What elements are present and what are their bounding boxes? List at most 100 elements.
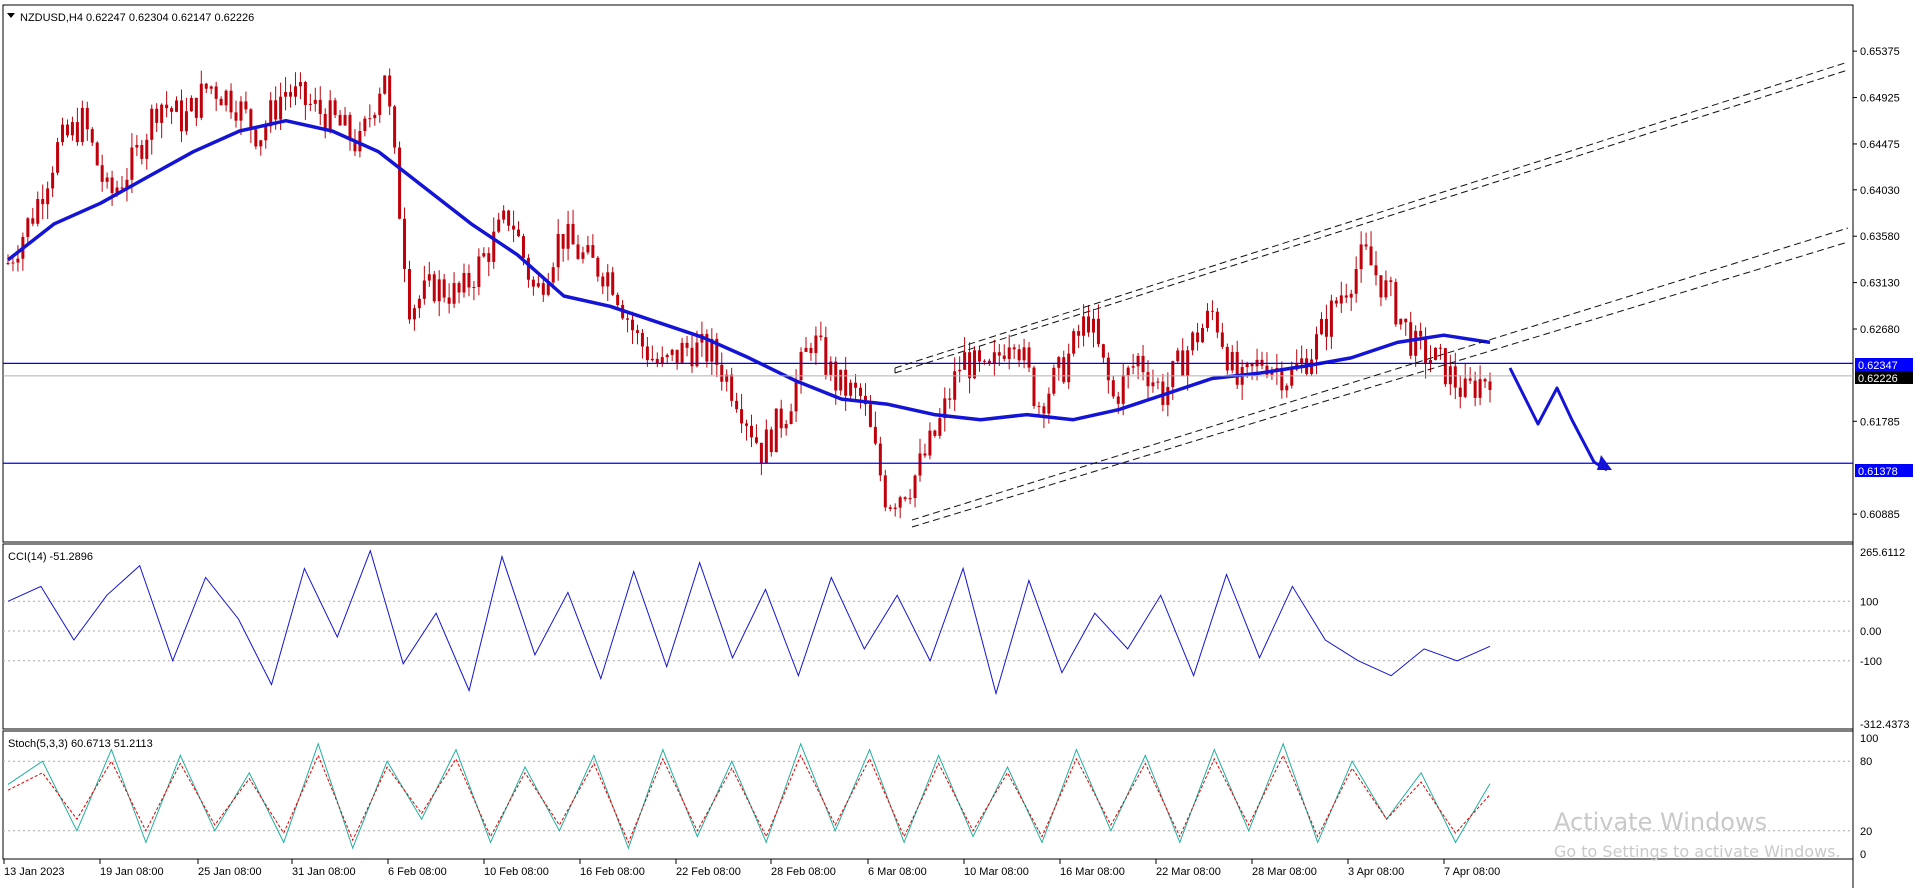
candle-body (586, 245, 590, 253)
candle-body (274, 100, 278, 120)
candle-body (1334, 300, 1338, 304)
candle-body (269, 100, 273, 127)
candle-body (383, 75, 387, 94)
candle-body (908, 498, 912, 500)
candle-body (125, 179, 129, 189)
candle-body (1022, 347, 1026, 361)
candle-body (982, 360, 986, 362)
candle-body (1429, 359, 1433, 364)
candle-body (725, 374, 729, 382)
candle-body (650, 358, 654, 361)
candle-body (556, 233, 560, 268)
candle-body (759, 442, 763, 464)
candle-body (224, 90, 228, 106)
candle-body (1404, 318, 1408, 323)
candle-body (640, 332, 644, 347)
candle-body (234, 112, 238, 121)
candle-body (1369, 246, 1373, 266)
candle-body (155, 108, 159, 123)
candle-body (214, 86, 218, 99)
candle-body (120, 187, 124, 189)
candle-body (487, 253, 491, 262)
stoch-panel[interactable] (2, 730, 1854, 860)
candle-body (194, 97, 198, 118)
main-chart-panel[interactable] (2, 4, 1854, 543)
candle-body (249, 109, 253, 130)
candle-body (794, 380, 798, 412)
candle-body (769, 429, 773, 453)
candle-body (1126, 367, 1130, 376)
moving-average-line (6, 118, 1491, 422)
candle-body (1131, 366, 1135, 368)
candle-body (1136, 355, 1140, 367)
candle-body (140, 144, 144, 159)
candle-body (1315, 334, 1319, 360)
candle-body (442, 279, 446, 298)
candle-body (745, 423, 749, 426)
candle-body (284, 92, 288, 97)
candle-body (903, 497, 907, 500)
candle-body (1166, 386, 1170, 405)
candle-body (1047, 393, 1051, 414)
candle-body (918, 453, 922, 476)
candle-body (462, 273, 466, 293)
candle-body (784, 424, 788, 429)
candle-body (130, 147, 134, 180)
price-tag-current-text: 0.62226 (1858, 373, 1898, 385)
candle-body (814, 335, 818, 354)
candle-body (338, 114, 342, 126)
candle-body (497, 219, 501, 232)
candle-body (561, 233, 565, 249)
candle-body (804, 347, 808, 352)
candle-body (437, 279, 441, 302)
candle-body (1344, 295, 1348, 298)
x-tick-label: 19 Jan 08:00 (100, 866, 164, 878)
candle-body (517, 229, 521, 237)
stoch-signal-line (7, 754, 1491, 844)
cci-tick-label: 265.6112 (1860, 547, 1905, 559)
candle-body (1483, 379, 1487, 382)
candle-body (977, 350, 981, 362)
candle-body (11, 262, 15, 264)
candle-body (1354, 269, 1358, 294)
candle-body (90, 129, 94, 143)
x-tick-label: 22 Feb 08:00 (676, 866, 741, 878)
cci-panel[interactable] (2, 543, 1854, 730)
candle-body (631, 319, 635, 331)
candle-body (1205, 310, 1209, 328)
candle-body (1032, 367, 1036, 406)
candle-body (1017, 349, 1021, 361)
candle-body (1379, 275, 1383, 298)
x-tick-label: 6 Feb 08:00 (388, 866, 447, 878)
y-tick-label: 0.64475 (1860, 139, 1900, 151)
candle-body (6, 263, 10, 265)
candle-body (1176, 350, 1180, 362)
x-tick-label: 28 Feb 08:00 (771, 866, 836, 878)
candle-body (1042, 406, 1046, 414)
candle-body (1116, 396, 1120, 404)
candle-body (115, 187, 119, 194)
candle-body (730, 374, 734, 401)
candle-body (46, 188, 50, 205)
candle-body (1087, 316, 1091, 333)
candle-body (412, 308, 416, 320)
candle-body (1324, 318, 1328, 337)
candle-body (1280, 368, 1284, 391)
candle-body (1215, 311, 1219, 333)
x-tick-label: 16 Mar 08:00 (1060, 866, 1125, 878)
candle-body (1384, 280, 1388, 298)
candle-body (948, 398, 952, 400)
candle-body (1091, 318, 1095, 333)
price-tag-current (1855, 371, 1913, 384)
candle-body (492, 231, 496, 262)
candle-body (1096, 318, 1100, 345)
candle-body (209, 86, 213, 89)
channel-line (894, 69, 1849, 374)
candle-body (204, 83, 208, 89)
candle-body (244, 101, 248, 110)
candle-body (591, 245, 595, 258)
candle-body (695, 342, 699, 367)
candle-body (606, 272, 610, 287)
triangle-down-icon[interactable] (7, 13, 15, 18)
